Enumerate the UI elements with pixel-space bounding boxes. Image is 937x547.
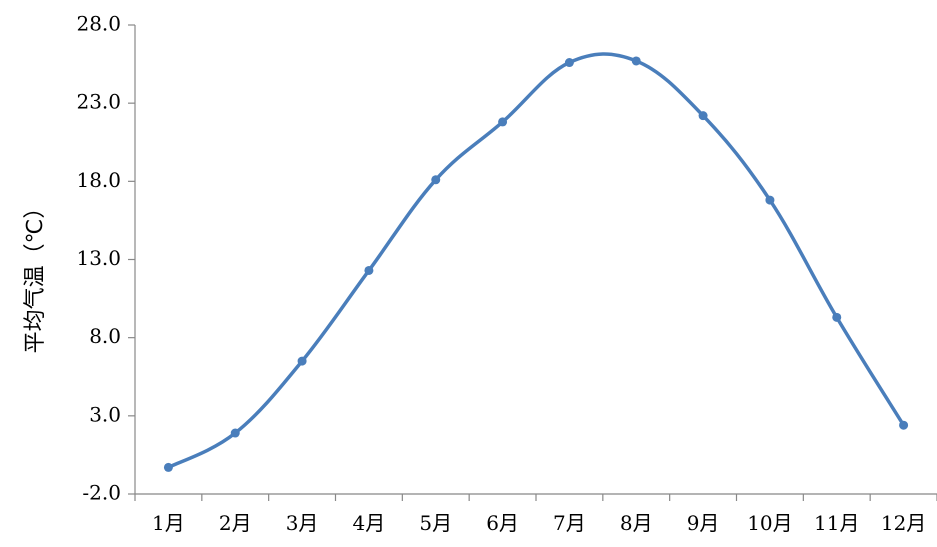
y-tick-label: 28.0 xyxy=(76,12,121,36)
data-point xyxy=(564,58,574,68)
data-point xyxy=(698,111,708,121)
x-tick-label: 7月 xyxy=(553,511,586,535)
y-tick-label: 18.0 xyxy=(76,168,121,192)
data-point xyxy=(765,195,775,205)
data-point xyxy=(230,428,240,438)
x-tick-label: 4月 xyxy=(353,511,386,535)
y-tick-label: 23.0 xyxy=(76,90,121,114)
x-tick-label: 6月 xyxy=(486,511,519,535)
data-point xyxy=(431,175,441,185)
data-point xyxy=(832,312,842,322)
y-tick-label: 13.0 xyxy=(76,246,121,270)
data-point xyxy=(163,462,173,472)
y-axis-title: 平均气温（℃） xyxy=(23,197,48,354)
x-tick-label: 1月 xyxy=(152,511,185,535)
data-point xyxy=(498,117,508,127)
x-axis: 1月 2月 3月 4月 5月 6月 7月 8月 9月 10月 11月 12月 xyxy=(134,493,937,535)
x-tick-label: 10月 xyxy=(747,511,792,535)
x-tick-label: 11月 xyxy=(814,511,859,535)
y-tick-label: 3.0 xyxy=(89,402,121,426)
series-line xyxy=(167,52,906,469)
x-tick-label: 2月 xyxy=(219,511,252,535)
y-axis: -2.0 3.0 8.0 13.0 18.0 23.0 28.0 xyxy=(76,12,136,505)
x-tick-label: 9月 xyxy=(687,511,720,535)
x-tick-label: 5月 xyxy=(419,511,452,535)
y-tick-label: -2.0 xyxy=(82,481,121,505)
x-tick-label: 3月 xyxy=(286,511,319,535)
y-tick-label: 8.0 xyxy=(89,324,121,348)
data-point xyxy=(297,356,307,366)
data-point xyxy=(899,420,909,430)
data-point xyxy=(364,265,374,275)
x-tick-label: 12月 xyxy=(881,511,926,535)
series-group xyxy=(163,52,909,472)
x-tick-label: 8月 xyxy=(620,511,653,535)
data-point xyxy=(631,56,641,66)
